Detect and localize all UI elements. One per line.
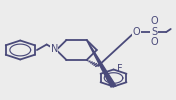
Text: N: N [51,44,58,54]
Polygon shape [87,40,116,87]
Text: S: S [151,27,157,37]
Text: O: O [150,38,158,48]
Text: O: O [150,16,158,26]
Text: O: O [133,27,140,37]
Text: F: F [117,64,122,74]
